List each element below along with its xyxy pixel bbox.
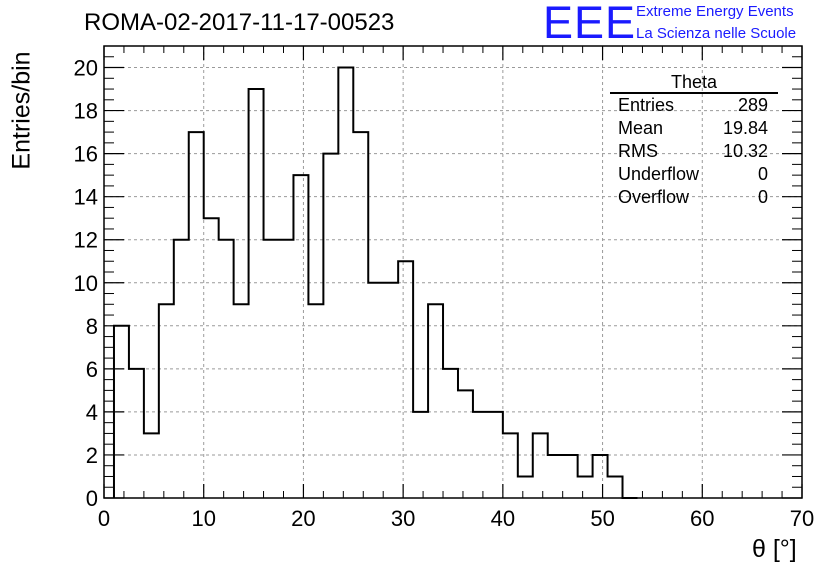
stats-value: 0 [757, 187, 768, 207]
y-tick-label: 18 [74, 99, 98, 124]
stats-row-overflow: Overflow 0 [610, 186, 778, 209]
axis-ticks [103, 45, 803, 499]
chart-title: ROMA-02-2017-11-17-00523 [84, 9, 395, 36]
histogram-series [112, 66, 638, 499]
logo-line-2: La Scienza nelle Scuole [636, 25, 797, 42]
x-tick-label: 50 [590, 506, 614, 531]
x-tick-label: 10 [191, 506, 215, 531]
stats-value: 19.84 [722, 118, 768, 138]
x-tick-label: 70 [790, 506, 814, 531]
stats-row-mean: Mean 19.84 [610, 117, 778, 140]
stats-value: 10.32 [722, 141, 768, 161]
y-tick-labels: 0 2 4 6 8 10 12 14 16 18 20 [74, 56, 98, 511]
y-tick-label: 12 [74, 228, 98, 253]
eee-logo: EEE [543, 0, 637, 48]
x-tick-label: 30 [391, 506, 415, 531]
stats-label: Entries [618, 95, 675, 115]
stats-box: Theta Entries 289 Mean 19.84 RMS 10.32 U… [610, 72, 778, 209]
stats-label: Overflow [618, 187, 690, 207]
stats-row-underflow: Underflow 0 [610, 163, 778, 186]
y-tick-label: 6 [86, 357, 98, 382]
stats-label: RMS [618, 141, 658, 161]
y-tick-label: 0 [86, 486, 98, 511]
stats-title: Theta [610, 72, 778, 94]
stats-label: Mean [618, 118, 664, 138]
x-tick-label: 40 [491, 506, 515, 531]
stats-value: 0 [757, 164, 768, 184]
y-tick-label: 20 [74, 56, 98, 81]
stats-value: 289 [737, 95, 768, 115]
y-tick-label: 10 [74, 271, 98, 296]
y-tick-label: 4 [86, 400, 98, 425]
y-axis-label: Entries/bin [7, 51, 36, 170]
y-tick-label: 14 [74, 185, 98, 210]
x-tick-label: 20 [291, 506, 315, 531]
stats-row-rms: RMS 10.32 [610, 140, 778, 163]
stats-row-entries: Entries 289 [610, 94, 778, 117]
x-axis-label: θ [°] [752, 535, 797, 563]
x-tick-label: 60 [690, 506, 714, 531]
grid-lines [104, 46, 802, 498]
logo-line-1: Extreme Energy Events [636, 3, 794, 20]
y-tick-label: 2 [86, 443, 98, 468]
stats-label: Underflow [618, 164, 700, 184]
x-tick-labels: 0 10 20 30 40 50 60 70 [98, 506, 814, 531]
x-tick-label: 0 [98, 506, 110, 531]
y-tick-label: 8 [86, 314, 98, 339]
y-tick-label: 16 [74, 142, 98, 167]
